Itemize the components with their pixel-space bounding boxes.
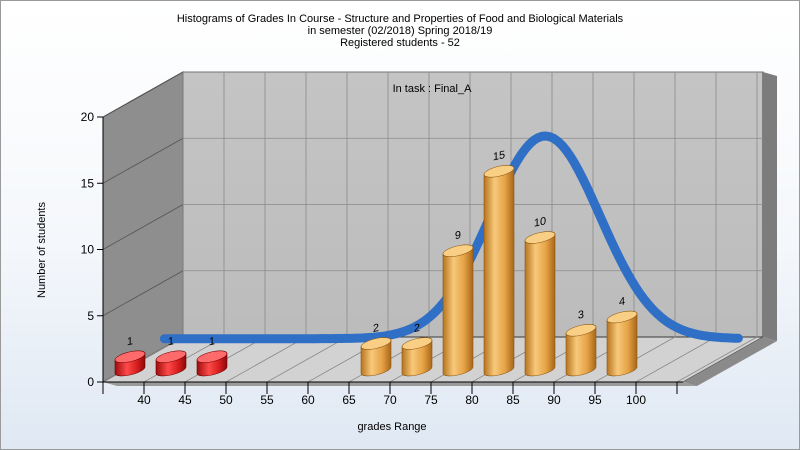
bar-85 [483, 165, 515, 377]
grid-line-left [102, 71, 184, 118]
grid-line-left [102, 270, 184, 317]
bar-95 [565, 324, 597, 377]
floor-grid-line [635, 336, 717, 383]
bar-top [524, 231, 556, 244]
x-axis-label: grades Range [357, 421, 426, 433]
bar-top [360, 337, 392, 350]
x-tick-label: 40 [137, 393, 151, 407]
data-label-75: 2 [414, 322, 420, 335]
bar-body [442, 247, 474, 377]
bar-top [565, 324, 597, 337]
floor-grid-line [676, 336, 758, 383]
data-label-50: 1 [209, 335, 215, 348]
x-tick-label: 95 [588, 393, 602, 407]
back-wall-edge [763, 72, 777, 341]
data-label-45: 1 [168, 335, 174, 348]
floor-grid-line [225, 336, 307, 383]
bar-70 [360, 337, 392, 377]
bars [114, 165, 638, 377]
x-tick-label: 75 [424, 393, 438, 407]
data-label-40: 1 [127, 335, 133, 348]
value-labels: 1 1 1 2 2 9 15 10 3 4 [127, 149, 625, 348]
bar-body [483, 167, 515, 377]
bar-50 [196, 350, 228, 377]
x-tick-label: 85 [506, 393, 520, 407]
y-tick-label: 5 [87, 309, 94, 323]
chart-title-line-3: Registered students - 52 [340, 37, 460, 49]
data-label-80: 9 [455, 229, 461, 242]
bar-100 [606, 310, 638, 377]
floor-front-edge [103, 382, 697, 386]
x-tick-label: 70 [383, 393, 397, 407]
bar-top [606, 310, 638, 324]
axes: 0 5 10 15 20 40 45 50 55 60 65 70 75 80 85 90 95 100 [81, 110, 683, 407]
bar-75 [401, 337, 433, 377]
y-tick-label: 20 [81, 110, 95, 124]
x-tick-label: 55 [260, 393, 274, 407]
x-tick-label: 80 [465, 393, 479, 407]
x-tick-label: 50 [219, 393, 233, 407]
data-label-85: 15 [493, 149, 505, 163]
chart-title-line-1: Histograms of Grades In Course - Structu… [176, 13, 624, 25]
bar-top [155, 350, 187, 363]
grid-line-left [102, 137, 184, 184]
x-tick-label: 65 [342, 393, 356, 407]
bar-body [524, 233, 556, 377]
data-label-100: 4 [619, 295, 625, 308]
bar-body [565, 326, 597, 377]
y-tick-label: 15 [81, 176, 95, 190]
floor-edge [683, 337, 777, 386]
bar-top [483, 165, 515, 178]
data-label-95: 3 [578, 309, 584, 322]
bar-top [114, 350, 146, 363]
bar-body [606, 313, 638, 377]
floor-grid-line [266, 336, 348, 383]
x-tick-label: 90 [547, 393, 561, 407]
data-label-70: 2 [373, 322, 379, 335]
y-axis-label: Number of students [36, 202, 48, 298]
y-tick-label: 10 [81, 243, 95, 257]
bar-45 [155, 350, 187, 377]
bar-80 [442, 244, 474, 377]
x-tick-label: 45 [178, 393, 192, 407]
bar-90 [524, 231, 556, 377]
data-label-90: 10 [534, 215, 546, 229]
x-tick-label: 100 [626, 393, 646, 407]
bar-40 [114, 350, 146, 377]
x-tick-label: 60 [301, 393, 315, 407]
bar-top [196, 350, 228, 363]
bar-top [401, 337, 433, 350]
bar-top [442, 244, 474, 257]
task-annotation: In task : Final_A [393, 83, 473, 95]
chart-title-line-2: in semester (02/2018) Spring 2018/19 [307, 25, 493, 37]
grid-line-left [102, 204, 184, 250]
y-tick-label: 0 [87, 375, 94, 389]
